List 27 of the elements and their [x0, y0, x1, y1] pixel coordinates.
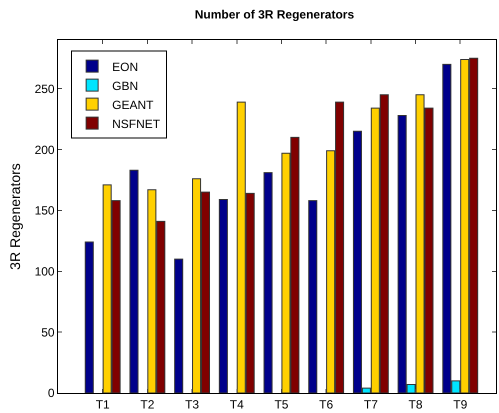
bar — [84, 242, 94, 393]
bar — [174, 258, 184, 393]
bar — [308, 200, 318, 393]
bar — [129, 170, 138, 393]
bar — [264, 172, 273, 393]
legend-label: EON — [112, 60, 138, 74]
y-tick-label: 150 — [34, 204, 55, 218]
y-tick-label: 200 — [34, 142, 55, 157]
x-tick-label: T6 — [319, 397, 334, 412]
x-tick-label: T7 — [364, 397, 378, 412]
chart-title: Number of 3R Regenerators — [194, 8, 354, 22]
y-axis-title: 3R Regenerators — [7, 163, 23, 270]
y-tick-label: 100 — [34, 264, 55, 278]
x-tick-label: T8 — [408, 397, 423, 412]
x-tick-label: T2 — [140, 397, 155, 412]
legend-label: GBN — [112, 78, 138, 93]
x-tick-label: T9 — [453, 397, 468, 412]
bar — [218, 198, 228, 393]
x-tick-label: T1 — [96, 397, 110, 412]
x-tick-label: T3 — [185, 397, 200, 412]
y-tick-label: 250 — [34, 82, 55, 96]
x-tick-label: T4 — [230, 397, 244, 412]
legend-label: GEANT — [112, 98, 154, 112]
legend-label: NSFNET — [112, 116, 161, 131]
x-tick-label: T5 — [274, 397, 289, 412]
y-tick-label: 50 — [41, 325, 55, 340]
y-tick-label: 0 — [48, 386, 55, 400]
